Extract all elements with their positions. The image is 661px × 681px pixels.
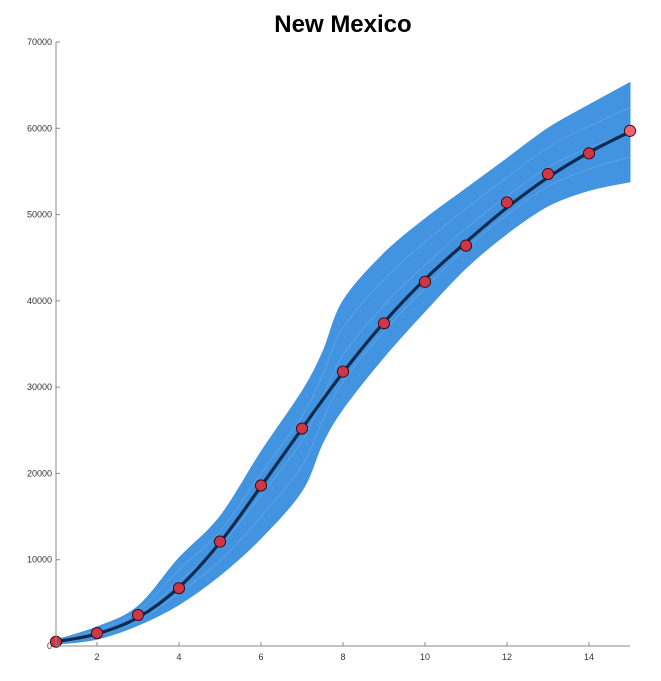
y-tick-label: 0 [47,641,52,651]
y-tick-label: 20000 [27,468,52,478]
uncertainty-band-layer [55,81,631,645]
y-tick-label: 40000 [27,296,52,306]
data-point [172,582,186,595]
data-point [459,239,473,252]
x-tick-label: 2 [94,652,99,662]
band-streak-0 [55,156,631,644]
data-point [90,626,104,640]
x-tick-label: 4 [176,652,181,662]
x-tick-label: 12 [502,652,512,662]
band-streak-1 [55,131,631,643]
x-tick-label: 6 [258,652,263,662]
data-point [131,608,145,622]
data-point [336,365,350,378]
y-tick-label: 50000 [27,210,52,220]
y-tick-label: 30000 [27,382,52,392]
data-point [295,422,309,435]
data-point [254,479,268,492]
y-tick-label: 60000 [27,123,52,133]
x-tick-label: 10 [420,652,430,662]
data-point [500,196,514,209]
chart-title: New Mexico [274,11,411,38]
x-tick-label: 14 [584,652,594,662]
data-point [418,275,432,288]
data-point [213,535,227,548]
x-tick-label: 8 [340,652,345,662]
band-streak-2 [55,106,631,642]
y-tick-label: 10000 [27,555,52,565]
data-point [582,147,596,160]
y-tick-label: 70000 [27,37,52,47]
data-point [623,124,637,137]
data-point [541,167,555,181]
data-point [377,317,391,330]
uncertainty-band [55,81,631,645]
observed-markers-layer [49,124,637,648]
axes: 0 10000 20000 30000 40000 50000 60000 70000 2 4 6 8… [27,37,630,662]
